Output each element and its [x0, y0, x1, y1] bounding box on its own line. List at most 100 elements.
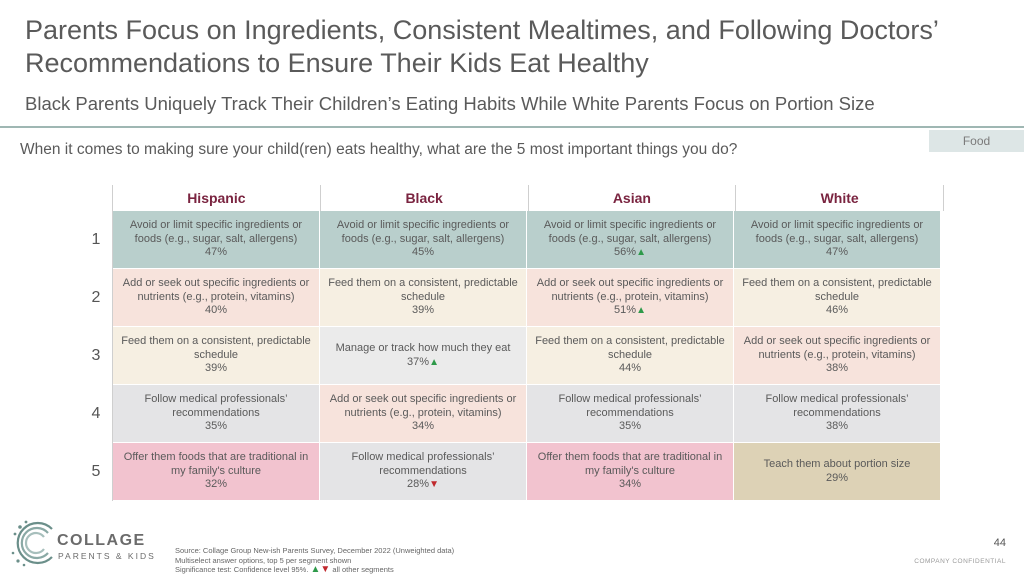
cell-percent: 39% — [205, 362, 227, 376]
cell-percent: 28%▼ — [407, 478, 439, 492]
table-cell: Avoid or limit specific ingredients or f… — [113, 211, 320, 269]
column-header-black: Black — [321, 185, 529, 211]
cell-percent-value: 39% — [411, 304, 435, 317]
source-line-3-suffix: all other segments — [332, 565, 394, 574]
cell-percent: 56%▲ — [614, 246, 646, 260]
source-note: Source: Collage Group New-ish Parents Su… — [175, 546, 454, 575]
table-cell: Feed them on a consistent, predictable s… — [113, 327, 320, 385]
table-cell: Offer them foods that are traditional in… — [527, 443, 734, 501]
table-body: 1 Avoid or limit specific ingredients or … — [80, 211, 944, 501]
rank-number: 5 — [80, 443, 113, 501]
source-line-3-prefix: Significance test: Confidence level 95%. — [175, 565, 309, 574]
cell-text: Add or seek out specific ingredients or … — [743, 335, 931, 361]
collage-logo-icon — [11, 520, 53, 567]
table-cell: Feed them on a consistent, predictable s… — [734, 269, 941, 327]
cell-percent-value: 37% — [407, 355, 430, 368]
cell-percent: 45% — [412, 246, 434, 260]
table-cell: Feed them on a consistent, predictable s… — [320, 269, 527, 327]
cell-text: Follow medical professionals’ recommenda… — [144, 393, 288, 419]
source-line-3: Significance test: Confidence level 95%.… — [175, 565, 454, 575]
cell-text: Follow medical professionals’ recommenda… — [351, 451, 495, 477]
cell-text: Feed them on a consistent, predictable s… — [121, 335, 311, 361]
cell-text: Add or seek out specific ingredients or … — [536, 277, 724, 303]
cell-percent: 35% — [205, 420, 227, 434]
rank-number: 1 — [80, 211, 113, 269]
cell-percent-value: 34% — [618, 478, 642, 491]
cell-text: Follow medical professionals’ recommenda… — [558, 393, 702, 419]
source-line-1: Source: Collage Group New-ish Parents Su… — [175, 546, 455, 555]
cell-percent: 47% — [205, 246, 227, 260]
table-cell: Avoid or limit specific ingredients or f… — [734, 211, 941, 269]
cell-percent-value: 51% — [614, 304, 637, 317]
cell-text: Follow medical professionals’ recommenda… — [765, 393, 909, 419]
cell-text: Add or seek out specific ingredients or … — [122, 277, 310, 303]
column-header-hispanic: Hispanic — [112, 185, 321, 211]
table-header: Hispanic Black Asian White — [112, 185, 944, 211]
column-header-asian: Asian — [529, 185, 737, 211]
cell-percent: 40% — [205, 304, 227, 318]
table-cell: Add or seek out specific ingredients or … — [734, 327, 941, 385]
table-cell: Follow medical professionals’ recommenda… — [527, 385, 734, 443]
header-divider — [0, 126, 1024, 128]
table-cell: Add or seek out specific ingredients or … — [113, 269, 320, 327]
table-cell: Avoid or limit specific ingredients or f… — [320, 211, 527, 269]
significance-down-icon: ▼ — [429, 479, 439, 491]
cell-text: Feed them on a consistent, predictable s… — [328, 277, 518, 303]
cell-percent: 51%▲ — [614, 304, 646, 318]
cell-text: Feed them on a consistent, predictable s… — [535, 335, 725, 361]
table-row: 2 Add or seek out specific ingredients or… — [80, 269, 944, 327]
cell-text: Offer them foods that are traditional in… — [123, 451, 309, 477]
table-row: 4 Follow medical professionals’ recommend… — [80, 385, 944, 443]
cell-percent-value: 45% — [411, 246, 435, 259]
page-title: Parents Focus on Ingredients, Consistent… — [25, 15, 938, 78]
significance-up-icon: ▲ — [429, 356, 439, 368]
cell-percent: 32% — [205, 478, 227, 492]
cell-percent-value: 38% — [825, 362, 849, 375]
cell-percent-value: 40% — [204, 304, 228, 317]
significance-up-icon: ▲ — [636, 247, 646, 259]
rank-number: 4 — [80, 385, 113, 443]
table-cell: Follow medical professionals’ recommenda… — [320, 443, 527, 501]
cell-percent: 38% — [826, 420, 848, 434]
significance-up-icon: ▲ — [636, 305, 646, 317]
survey-question: When it comes to making sure your child(… — [20, 141, 738, 158]
cell-text: Avoid or limit specific ingredients or f… — [543, 219, 717, 245]
table-cell: Follow medical professionals’ recommenda… — [113, 385, 320, 443]
cell-text: Feed them on a consistent, predictable s… — [742, 277, 932, 303]
cell-percent-value: 46% — [825, 304, 849, 317]
table-cell: Offer them foods that are traditional in… — [113, 443, 320, 501]
rank-number: 3 — [80, 327, 113, 385]
cell-percent: 47% — [826, 246, 848, 260]
cell-text: Avoid or limit specific ingredients or f… — [336, 219, 510, 245]
cell-percent-value: 38% — [825, 420, 849, 433]
significance-down-icon: ▼ — [320, 564, 331, 575]
cell-text: Offer them foods that are traditional in… — [537, 451, 723, 477]
table-row: 5 Offer them foods that are traditional i… — [80, 443, 944, 501]
table-cell: Manage or track how much they eat 37%▲ — [320, 327, 527, 385]
cell-percent-value: 35% — [204, 420, 228, 433]
cell-percent-value: 29% — [825, 471, 849, 484]
logo-subtitle: PARENTS & KIDS — [58, 551, 156, 561]
cell-percent-value: 47% — [204, 246, 228, 259]
cell-percent: 29% — [826, 472, 848, 486]
page-subtitle: Black Parents Uniquely Track Their Child… — [25, 93, 875, 114]
table-row: 1 Avoid or limit specific ingredients or … — [80, 211, 944, 269]
source-line-2: Multiselect answer options, top 5 per se… — [175, 555, 352, 565]
cell-percent: 34% — [619, 478, 641, 492]
cell-percent-value: 35% — [618, 420, 642, 433]
page-number: 44 — [993, 537, 1006, 549]
cell-percent-value: 56% — [614, 246, 637, 259]
cell-text: Manage or track how much they eat — [335, 342, 511, 354]
cell-percent: 35% — [619, 420, 641, 434]
table-cell: Follow medical professionals’ recommenda… — [734, 385, 941, 443]
cell-text: Teach them about portion size — [763, 458, 911, 470]
column-header-white: White — [736, 185, 944, 211]
cell-percent: 46% — [826, 304, 848, 318]
cell-percent: 39% — [412, 304, 434, 318]
cell-percent-value: 44% — [618, 362, 642, 375]
category-tag: Food — [929, 130, 1024, 152]
cell-percent: 37%▲ — [407, 356, 439, 370]
table-cell: Add or seek out specific ingredients or … — [527, 269, 734, 327]
table-cell: Add or seek out specific ingredients or … — [320, 385, 527, 443]
cell-percent-value: 47% — [825, 246, 849, 259]
